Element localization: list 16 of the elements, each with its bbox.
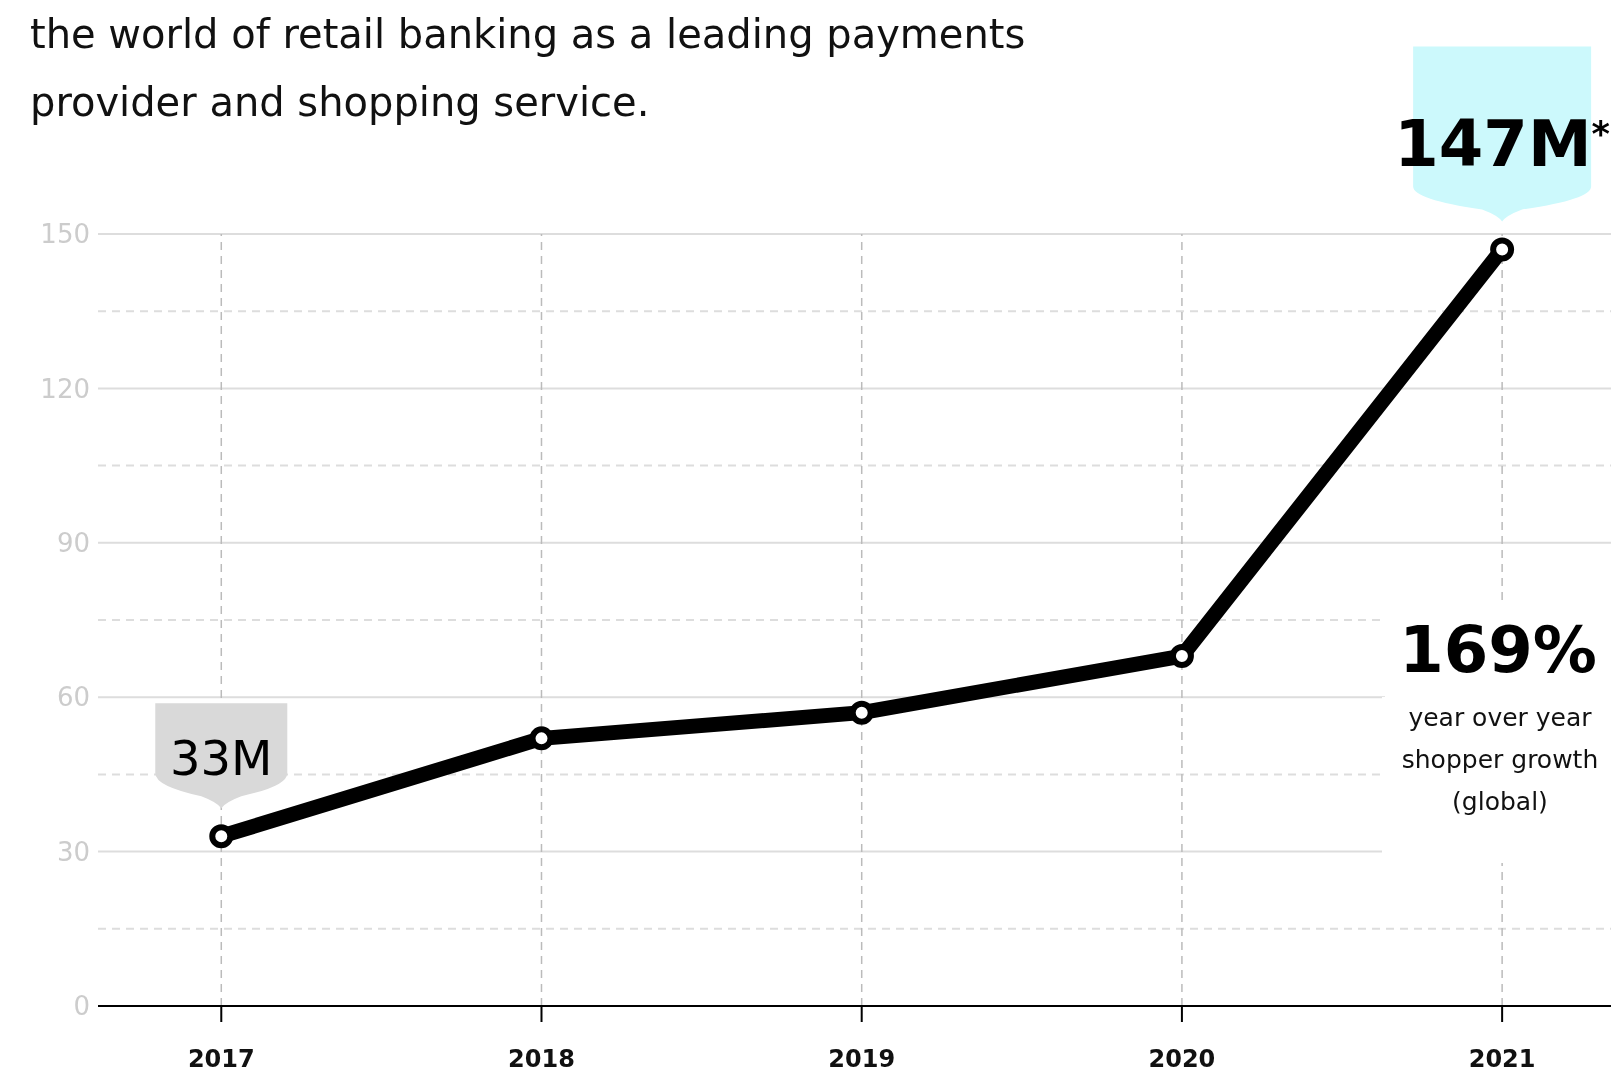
x-tick-label: 2021 [1468,1045,1536,1072]
data-label: 147M$^{*}$ [1394,107,1610,182]
point [209,824,234,849]
point [1490,237,1515,262]
x-tick-label: 2019 [828,1045,896,1072]
x-tick-label: 2017 [187,1045,255,1072]
annotation: 169% [1399,613,1597,687]
x-tick-label: 2020 [1148,1045,1216,1072]
annotation: year over year shopper growth (global) [1382,697,1611,863]
point [529,726,554,751]
callout-tag: 33M [155,703,288,809]
chart-title: the world of retail banking as a leading payments provider and shopping service. [30,10,1027,127]
point [849,700,874,725]
x-tick-label: 2018 [508,1045,575,1072]
point [1169,644,1194,669]
data-label: 33M [170,730,273,787]
